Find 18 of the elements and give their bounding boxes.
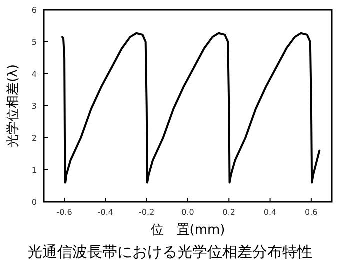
x-tick-label: 0.2 — [222, 208, 236, 217]
y-tick-label: 3 — [32, 102, 37, 111]
y-tick-label: 0 — [32, 198, 37, 207]
x-tick-label: -0.2 — [139, 208, 155, 217]
x-tick-label: 0.6 — [305, 208, 318, 217]
y-tick-label: 2 — [32, 134, 37, 143]
text: 光通信波長帯における光学位相差分布特性 — [28, 243, 312, 261]
y-tick-label: 5 — [32, 38, 37, 47]
line-series — [62, 32, 321, 184]
y-tick-label: 6 — [32, 6, 37, 15]
x-tick-label: -0.6 — [56, 208, 72, 217]
x-tick-label: 0.4 — [264, 208, 277, 217]
y-axis-title: 光学位相差(λ) — [6, 64, 21, 148]
x-tick-label: -0.4 — [98, 208, 114, 217]
y-tick-label: 4 — [32, 70, 37, 79]
x-axis-title: 位 置(mm) — [150, 223, 226, 238]
x-tick-label: 0.0 — [182, 208, 194, 217]
y-tick-label: 1 — [32, 166, 37, 175]
